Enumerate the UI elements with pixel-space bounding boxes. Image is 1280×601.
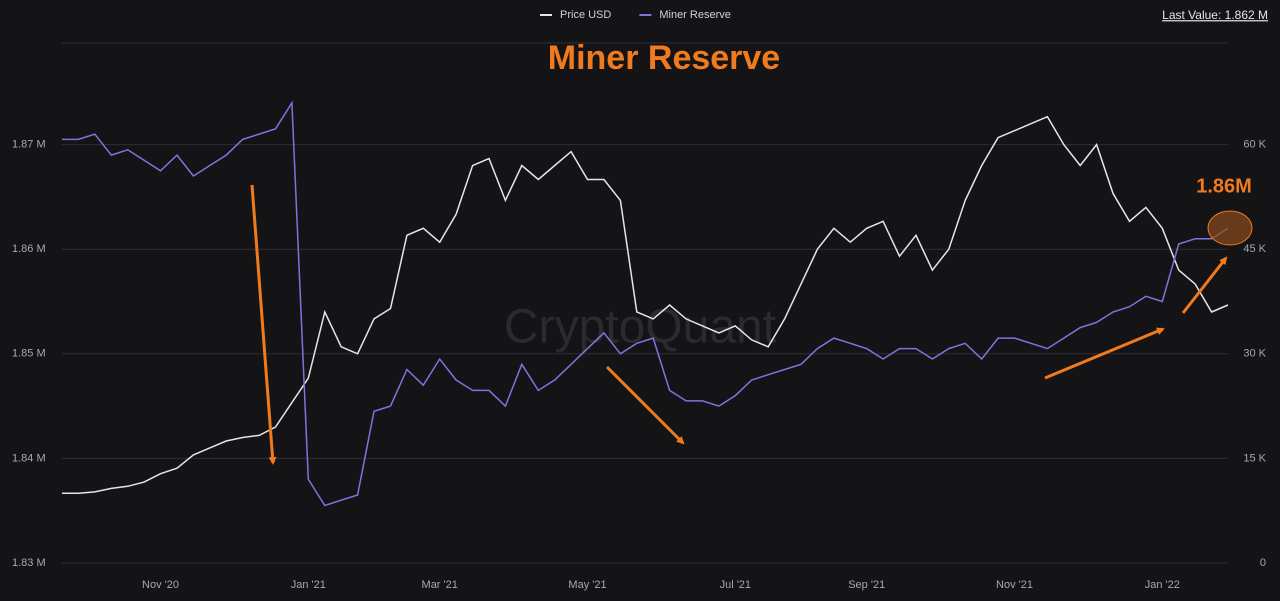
chart-title: Miner Reserve [548, 39, 780, 77]
legend-label: Miner Reserve [659, 9, 731, 21]
x-tick-label: Mar '21 [422, 579, 458, 591]
y2-tick-label: 15 K [1243, 452, 1266, 464]
y-tick-label: 1.87 M [12, 139, 46, 151]
y-tick-label: 1.84 M [12, 452, 46, 464]
x-tick-label: Sep '21 [848, 579, 885, 591]
x-tick-label: May '21 [568, 579, 606, 591]
plot: 1.83 M 1.84 M 1.85 M 1.86 M 1.87 M 0 15 K 30 K 4… [12, 100, 1267, 591]
legend-label: Price USD [560, 9, 611, 21]
annotation: 1.86M [1196, 175, 1252, 197]
y-tick-label: 1.85 M [12, 348, 46, 360]
x-tick-label: Nov '21 [996, 579, 1033, 591]
watermark: CryptoQuant [504, 301, 776, 354]
series-line [62, 100, 1229, 507]
y2-tick-label: 60 K [1243, 139, 1266, 151]
y-tick-label: 1.86 M [12, 243, 46, 255]
series-line [62, 115, 1229, 495]
x-tick-label: Jan '21 [291, 579, 326, 591]
last-value: Last Value: 1.862 M [1162, 8, 1268, 22]
x-tick-label: Jan '22 [1145, 579, 1180, 591]
arrows [250, 184, 1228, 465]
highlight [1207, 210, 1253, 246]
x-tick-label: Jul '21 [720, 579, 751, 591]
y2-tick-label: 45 K [1243, 243, 1266, 255]
y-tick-label: 1.83 M [12, 557, 46, 569]
y2-tick-label: 0 [1260, 557, 1266, 569]
y2-tick-label: 30 K [1243, 348, 1266, 360]
x-tick-label: Nov '20 [142, 579, 179, 591]
